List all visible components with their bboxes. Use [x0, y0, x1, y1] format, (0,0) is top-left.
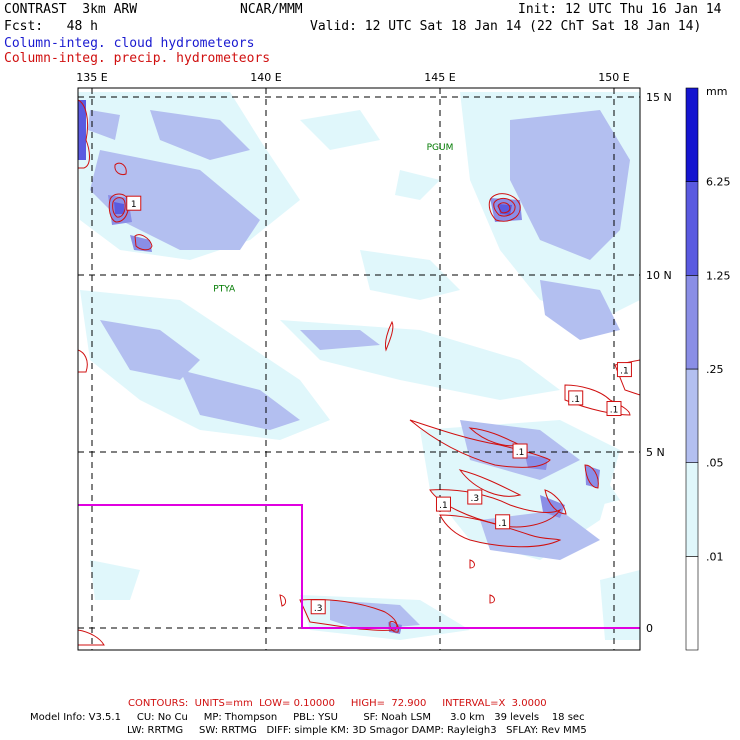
field-cloud-label: Column-integ. cloud hydrometeors: [4, 36, 255, 51]
colorbar-bin: [685, 368, 699, 463]
contour-label: .1: [498, 519, 507, 529]
init-time: Init: 12 UTC Thu 16 Jan 14: [518, 2, 722, 17]
contour-labels: 1 .1 .1 .1 .1 .1 .3 .1 .3: [126, 195, 632, 615]
colorbar-level: 6.25: [706, 176, 731, 189]
colorbar-level: .01: [706, 550, 724, 563]
colorbar-bin: [685, 87, 699, 182]
colorbar-bin: [685, 556, 699, 651]
colorbar-bin: [685, 181, 699, 276]
contour-label: .1: [610, 406, 619, 416]
colorbar-level: 1.25: [706, 269, 731, 282]
colorbar-level: .05: [706, 457, 724, 470]
station-label: PGUM: [427, 143, 454, 153]
forecast-hour: Fcst: 48 h: [4, 19, 98, 34]
map-canvas: 135 E 140 E 145 E 150 E 15 N 10 N 5 N 0 …: [76, 71, 731, 651]
contour-label-box: [606, 401, 622, 417]
contour-label: .3: [314, 604, 323, 614]
lat-lon-grid: [78, 88, 640, 650]
model-info-line2: LW: RRTMG SW: RRTMG DIFF: simple KM: 3D …: [127, 725, 587, 736]
contour-label: .1: [516, 448, 525, 458]
colorbar-level: .25: [706, 363, 724, 376]
contour-info: CONTOURS: UNITS=mm LOW= 0.10000 HIGH= 72…: [128, 698, 547, 709]
contour-label-box: [435, 496, 451, 512]
contour-label-box: [495, 514, 511, 530]
lat-label: 5 N: [646, 446, 665, 459]
contour-label-box: [616, 362, 632, 378]
lat-label: 10 N: [646, 269, 672, 282]
contour-label: .1: [571, 395, 580, 405]
contour-label: 1: [131, 200, 137, 210]
contour-label: .1: [620, 367, 629, 377]
lat-label: 0: [646, 622, 653, 635]
station-markers: PGUM PTYA: [213, 143, 453, 295]
colorbar: .01 .05 .25 1.25 6.25: [685, 87, 731, 651]
lat-label: 15 N: [646, 91, 672, 104]
lon-label: 135 E: [76, 71, 107, 84]
cloud-field: [78, 92, 640, 640]
contour-label: .1: [439, 501, 448, 511]
model-info-line1: Model Info: V3.5.1 CU: No Cu MP: Thompso…: [30, 712, 585, 723]
lon-label: 140 E: [250, 71, 281, 84]
contour-label-box: [126, 195, 142, 211]
valid-time: Valid: 12 UTC Sat 18 Jan 14 (22 ChT Sat …: [310, 19, 702, 34]
colorbar-unit: mm: [706, 85, 727, 98]
inner-domain-boundary: [78, 504, 640, 629]
contour-label-box: [512, 443, 528, 459]
lon-label: 145 E: [424, 71, 455, 84]
colorbar-bin: [685, 275, 699, 370]
plot-frame: [77, 87, 641, 651]
contour-label-box: [568, 390, 584, 406]
model-title: CONTRAST 3km ARW: [4, 2, 138, 17]
contour-label: .3: [471, 494, 480, 504]
org-label: NCAR/MMM: [240, 2, 303, 17]
colorbar-bin: [685, 462, 699, 557]
contour-label-box: [467, 489, 483, 505]
contour-label-box: [310, 599, 326, 615]
station-label: PTYA: [213, 285, 236, 295]
lon-label: 150 E: [598, 71, 629, 84]
field-precip-label: Column-integ. precip. hydrometeors: [4, 51, 271, 66]
